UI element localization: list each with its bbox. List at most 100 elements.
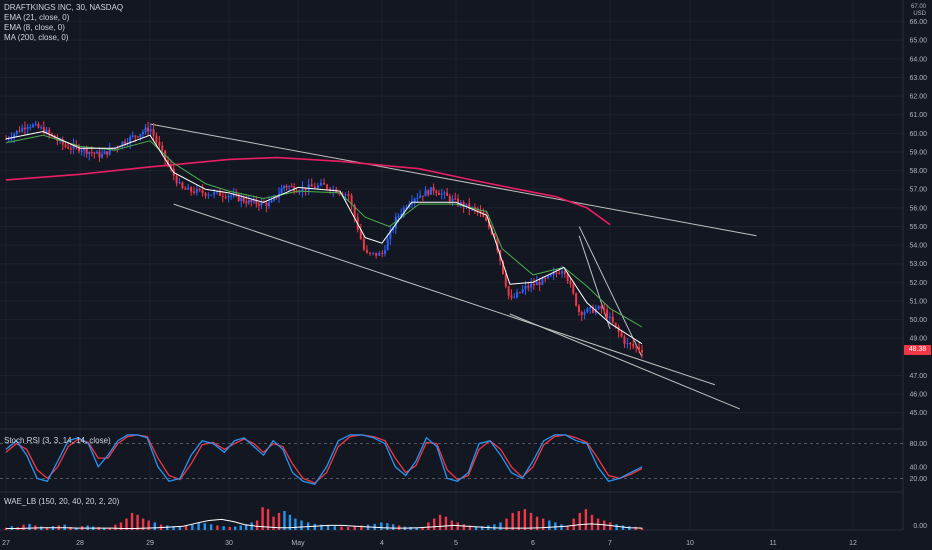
candle-body <box>591 307 594 313</box>
candle-body <box>195 188 198 193</box>
candle-body <box>635 346 638 348</box>
candle-body <box>620 332 623 337</box>
time-tick-label: 10 <box>686 540 694 547</box>
candle-body <box>210 194 213 196</box>
price-tick-label: 46.00 <box>909 392 927 399</box>
wae-bar <box>493 524 496 530</box>
price-tick-label: 56.00 <box>909 205 927 212</box>
candle-body <box>532 283 535 286</box>
price-tick-label: 61.00 <box>909 112 927 119</box>
candle-body <box>247 200 250 204</box>
candle-body <box>524 285 527 290</box>
wae-bar <box>415 527 418 530</box>
time-axis[interactable]: 27 28 29 30 May 4 5 6 7 10 11 12 <box>2 540 857 547</box>
wae-bar <box>640 527 644 530</box>
candle-body <box>61 139 64 145</box>
wae-bar <box>28 523 31 530</box>
price-tick-label: 58.00 <box>909 168 927 175</box>
wae-bar <box>360 525 363 530</box>
candle-body <box>555 272 558 274</box>
wae-bar <box>228 526 231 530</box>
candle-body <box>77 146 80 152</box>
candle-body <box>134 135 137 137</box>
wae-bar <box>191 524 194 530</box>
candle-body <box>108 148 111 155</box>
symbol-title[interactable]: DRAFTKINGS INC, 30, NASDAQ <box>4 3 124 12</box>
candle-body <box>535 281 538 286</box>
wae-bar <box>427 522 430 530</box>
price-axis[interactable]: 66.00 65.00 64.00 63.00 62.00 61.00 60.00 59.00… <box>909 19 927 530</box>
wae-bar <box>125 518 128 530</box>
candle-body <box>482 212 485 217</box>
wae-bar <box>380 522 383 530</box>
candle-body <box>98 151 101 158</box>
candle-body <box>429 187 432 195</box>
stoch-title[interactable]: Stoch RSI (3, 3, 14, 14, close) <box>4 436 111 445</box>
candle-body <box>304 187 307 191</box>
candle-body <box>561 271 564 274</box>
wae-bar <box>45 527 49 530</box>
candle-body <box>383 250 386 254</box>
candle-body <box>381 252 384 254</box>
candle-body <box>438 193 441 195</box>
wae-tick-label: 0.00 <box>913 523 927 530</box>
wae-bar <box>313 523 316 530</box>
ma200-legend[interactable]: MA (200, close, 0) <box>4 33 69 42</box>
wae-bar <box>300 520 303 530</box>
candle-body <box>124 141 127 144</box>
candle-body <box>301 187 304 192</box>
wae-bar <box>197 522 200 530</box>
candle-body <box>386 238 389 251</box>
ema8-legend[interactable]: EMA (8, close, 0) <box>4 23 65 32</box>
wae-bar <box>75 527 78 530</box>
candle-body <box>227 195 230 198</box>
trendlines[interactable] <box>149 123 757 410</box>
wae-bar <box>609 522 612 530</box>
trendline <box>509 313 740 410</box>
candle-body <box>400 213 403 216</box>
trendline <box>578 235 611 330</box>
wae-bar <box>433 518 436 530</box>
wae-bar <box>333 526 336 530</box>
candle-body <box>538 281 541 285</box>
price-tick-label: 53.00 <box>909 261 927 268</box>
wae-bar <box>590 514 594 530</box>
wae-bar <box>261 507 264 530</box>
candle-body <box>10 138 13 140</box>
candle-body <box>541 277 544 285</box>
time-tick-label: 29 <box>146 540 154 547</box>
candle-body <box>224 196 227 198</box>
candle-body <box>207 194 210 196</box>
candle-body <box>544 277 547 279</box>
wae-bar <box>560 524 563 530</box>
candle-body <box>184 188 187 190</box>
wae-bar <box>130 512 134 530</box>
ema21-legend[interactable]: EMA (21, close, 0) <box>4 13 70 22</box>
candle-body <box>502 260 505 274</box>
wae-bar <box>468 525 472 530</box>
candle-body <box>359 229 362 240</box>
candle-body <box>32 124 35 127</box>
wae-bar <box>621 525 625 530</box>
candle-body <box>72 144 75 149</box>
candle-body <box>139 134 142 137</box>
wae-title[interactable]: WAE_LB (150, 20, 40, 20, 2, 20) <box>4 497 120 506</box>
wae-legend: WAE_LB (150, 20, 40, 20, 2, 20) <box>4 497 119 507</box>
wae-bar <box>572 518 575 530</box>
candle-body <box>638 347 641 351</box>
candle-body <box>21 127 24 132</box>
candle-body <box>64 144 67 147</box>
time-tick-label: 11 <box>769 540 776 547</box>
wae-bar <box>584 509 588 530</box>
candle-body <box>413 198 416 202</box>
candle-body <box>45 129 48 134</box>
candle-body <box>121 141 124 147</box>
candle-body <box>275 196 278 198</box>
candle-body <box>583 312 586 315</box>
candle-body <box>175 175 178 184</box>
candle-body <box>332 188 335 191</box>
candle-body <box>378 252 381 256</box>
wae-bar <box>578 512 581 530</box>
wae-bar <box>166 525 169 530</box>
